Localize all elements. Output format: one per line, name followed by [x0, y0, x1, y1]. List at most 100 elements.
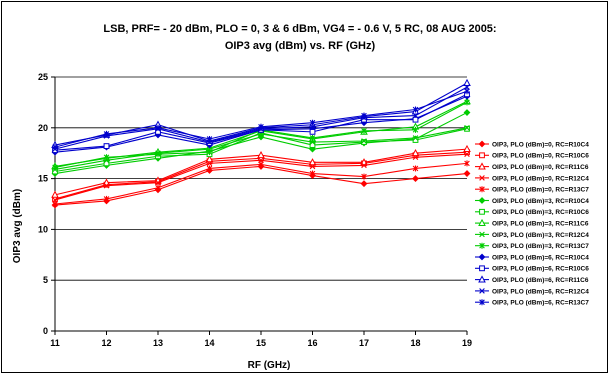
legend-marker-2: [478, 162, 486, 170]
x-tick-label-4: 15: [256, 338, 266, 348]
legend-label-13: OIP3, PLO (dBm)=6, RC=R12C4: [492, 288, 589, 295]
legend-label-8: OIP3, PLO (dBm)=3, RC=R12C4: [492, 232, 589, 239]
series-line-11: [54, 93, 468, 151]
legend-label-6: OIP3, PLO (dBm)=3, RC=R10C6: [492, 209, 589, 216]
x-tick-label-7: 18: [410, 338, 420, 348]
x-tick-label-0: 11: [50, 338, 60, 348]
data-point-4-5: [309, 170, 316, 177]
data-point-13-8: [464, 84, 470, 90]
data-point-2-7: [411, 148, 420, 157]
legend-item-8: OIP3, PLO (dBm)=3, RC=R12C4: [475, 231, 589, 239]
data-point-4-3: [206, 165, 213, 172]
legend-label-10: OIP3, PLO (dBm)=6, RC=R10C4: [492, 254, 589, 261]
legend-item-13: OIP3, PLO (dBm)=6, RC=R12C4: [475, 288, 589, 295]
data-point-2-3: [205, 155, 214, 163]
data-point-4-2: [155, 184, 161, 191]
data-point-14-0: [52, 144, 58, 151]
data-point-0-6: [360, 180, 368, 188]
grid-lines: [55, 76, 467, 281]
legend-marker-12: [478, 275, 486, 283]
y-tick-label-2: 10: [38, 224, 48, 234]
legend-marker-14: [479, 299, 485, 306]
data-point-14-4: [258, 123, 264, 130]
data-point-11-7: [412, 116, 419, 123]
legend-label-2: OIP3, PLO (dBm)=0, RC=R11C6: [492, 164, 589, 171]
data-point-2-5: [308, 158, 317, 166]
legend-marker-1: [479, 152, 485, 159]
legend-marker-5: [478, 197, 486, 204]
legend-marker-4: [479, 186, 485, 193]
data-point-8-5: [309, 139, 316, 145]
legend-label-14: OIP3, PLO (dBm)=6, RC=R13C7: [492, 300, 589, 307]
legend-item-0: OIP3, PLO (dBm)=0, RC=R10C4: [475, 140, 589, 148]
legend-label-5: OIP3, PLO (dBm)=3, RC=R10C4: [492, 198, 589, 205]
legend-label-4: OIP3, PLO (dBm)=0, RC=R13C7: [492, 187, 589, 194]
series-13: [52, 84, 470, 152]
legend-marker-7: [478, 218, 486, 226]
x-tick-label-2: 13: [153, 338, 163, 348]
legend-item-4: OIP3, PLO (dBm)=0, RC=R13C7: [475, 186, 589, 194]
legend-marker-9: [479, 242, 485, 249]
data-point-0-7: [412, 175, 419, 183]
legend-label-11: OIP3, PLO (dBm)=6, RC=R10C6: [492, 266, 589, 273]
y-axis-label: OIP3 avg (dBm): [12, 189, 23, 263]
data-point-14-7: [412, 106, 419, 113]
data-point-3-3: [206, 160, 213, 167]
legend-item-10: OIP3, PLO (dBm)=6, RC=R10C4: [475, 253, 589, 261]
legend-label-0: OIP3, PLO (dBm)=0, RC=R10C4: [492, 141, 589, 148]
legend-label-3: OIP3, PLO (dBm)=0, RC=R12C4: [492, 175, 589, 182]
axes: 0 5 10 15 20 25 11 12 13 14 15 16 17 18 19: [38, 72, 472, 348]
data-point-11-1: [103, 143, 110, 149]
data-point-14-1: [103, 130, 110, 137]
data-point-8-8: [464, 125, 470, 131]
legend-label-7: OIP3, PLO (dBm)=3, RC=R11C6: [492, 221, 589, 228]
y-tick-label-1: 5: [43, 275, 48, 285]
series-3: [52, 151, 470, 203]
y-tick-label-5: 25: [38, 72, 48, 82]
series-11: [52, 91, 470, 154]
data-point-4-0: [52, 201, 58, 207]
data-point-14-3: [206, 135, 213, 142]
x-axis-label: RF (GHz): [248, 360, 291, 371]
x-tick-label-8: 19: [462, 338, 472, 348]
x-tick-label-1: 12: [101, 338, 111, 348]
data-point-3-2: [155, 179, 161, 186]
x-tick-label-5: 16: [307, 338, 317, 348]
series-line-0: [54, 165, 468, 206]
legend-marker-3: [479, 175, 485, 181]
data-point-4-1: [103, 195, 110, 202]
data-point-14-2: [155, 124, 161, 131]
data-point-4-6: [361, 173, 367, 180]
legend: OIP3, PLO (dBm)=0, RC=R10C4 OIP3, PLO (dB…: [475, 140, 589, 307]
legend-label-1: OIP3, PLO (dBm)=0, RC=R10C6: [492, 153, 589, 160]
data-point-3-6: [361, 162, 367, 169]
data-point-3-0: [52, 197, 58, 203]
legend-marker-0: [478, 140, 486, 148]
legend-marker-6: [479, 208, 485, 215]
data-point-14-5: [309, 119, 316, 126]
legend-item-11: OIP3, PLO (dBm)=6, RC=R10C6: [475, 265, 589, 273]
data-point-5-8: [463, 109, 471, 116]
series-4: [52, 160, 470, 207]
legend-item-9: OIP3, PLO (dBm)=3, RC=R13C7: [475, 242, 589, 250]
legend-label-12: OIP3, PLO (dBm)=6, RC=R11C6: [492, 277, 589, 284]
legend-item-5: OIP3, PLO (dBm)=3, RC=R10C4: [475, 197, 589, 205]
data-point-13-5: [309, 123, 316, 130]
data-point-9-6: [361, 127, 367, 134]
legend-marker-10: [478, 253, 486, 261]
y-tick-label-3: 15: [38, 174, 48, 184]
legend-marker-13: [479, 288, 485, 294]
data-point-8-7: [412, 135, 419, 141]
data-point-3-1: [103, 182, 110, 189]
data-point-14-8: [464, 88, 470, 95]
legend-marker-8: [479, 231, 485, 238]
data-point-4-7: [412, 165, 419, 172]
data-point-9-5: [309, 134, 316, 141]
x-tick-label-6: 17: [359, 338, 369, 348]
data-point-3-8: [464, 151, 470, 158]
data-point-3-7: [412, 154, 419, 161]
data-point-2-0: [51, 190, 59, 198]
data-point-4-8: [464, 160, 470, 167]
data-point-9-1: [103, 154, 110, 161]
